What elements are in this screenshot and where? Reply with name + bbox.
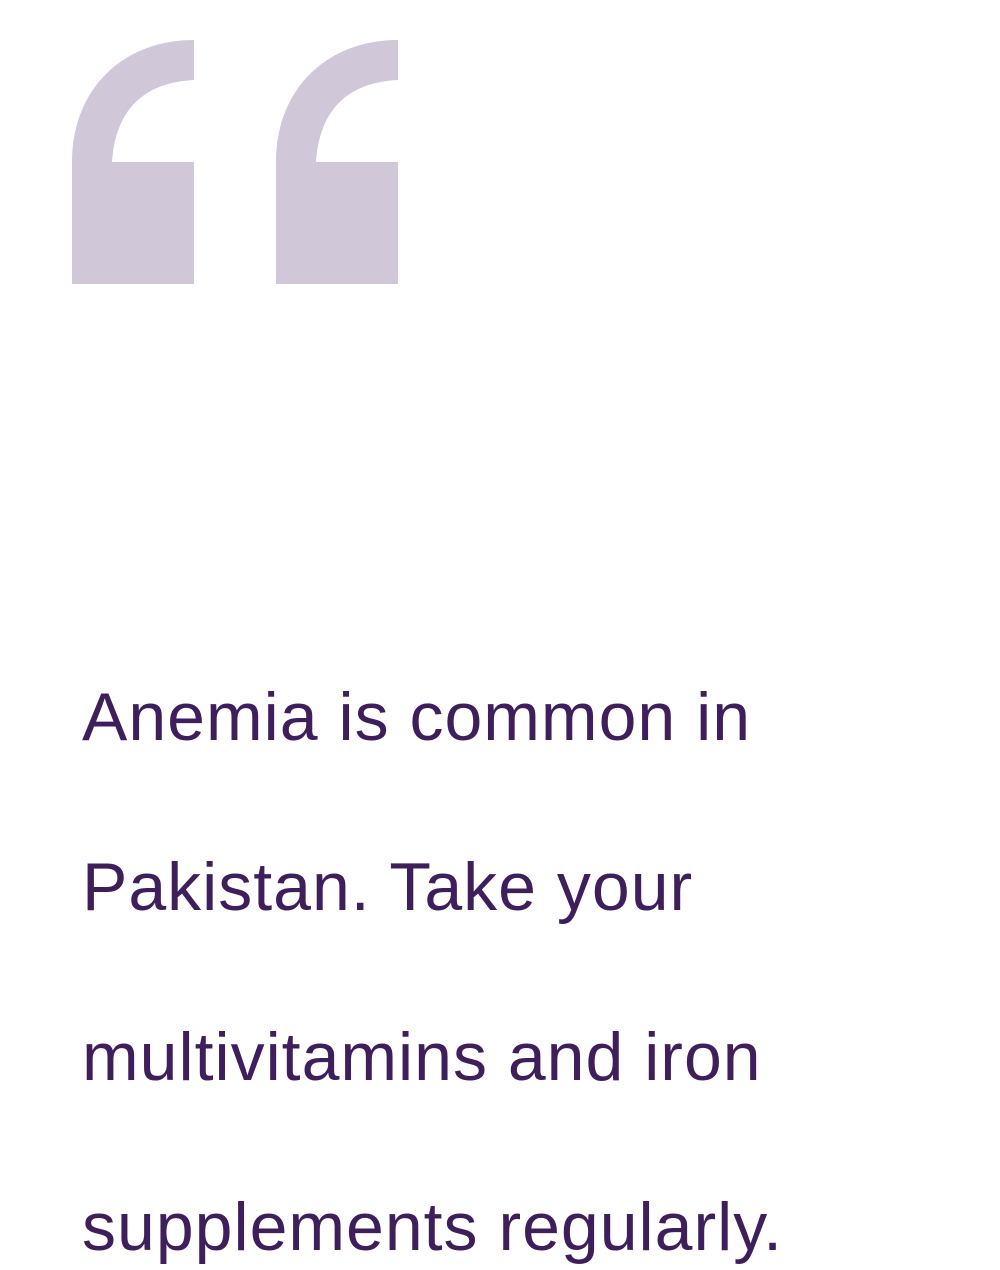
quote-line: Anemia is common in (82, 679, 752, 755)
opening-quotation-mark-icon (72, 40, 398, 284)
left-quote-glyph (72, 40, 194, 284)
quote-line: multivitamins and iron (82, 1019, 762, 1095)
quote-line: Pakistan. Take your (82, 849, 694, 925)
right-quote-glyph (276, 40, 398, 284)
quote-line: supplements regularly. (82, 1189, 784, 1265)
quote-text: Anemia is common in Pakistan. Take your … (82, 590, 962, 1270)
